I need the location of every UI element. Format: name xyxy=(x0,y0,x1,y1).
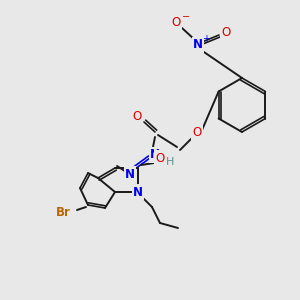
Text: H: H xyxy=(166,157,174,167)
Text: Br: Br xyxy=(56,206,70,218)
Text: N: N xyxy=(150,148,160,161)
Text: N: N xyxy=(193,38,203,52)
Text: +: + xyxy=(202,34,210,44)
Text: O: O xyxy=(155,152,165,164)
Text: O: O xyxy=(171,16,181,28)
Text: O: O xyxy=(132,110,142,122)
Text: N: N xyxy=(133,185,143,199)
Text: N: N xyxy=(125,167,135,181)
Text: −: − xyxy=(182,12,190,22)
Text: O: O xyxy=(192,127,202,140)
Text: O: O xyxy=(221,26,231,38)
